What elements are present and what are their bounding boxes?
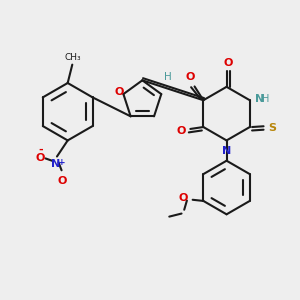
Text: O: O <box>224 58 233 68</box>
Text: O: O <box>114 87 124 97</box>
Text: O: O <box>176 126 186 136</box>
Text: +: + <box>58 158 65 167</box>
Text: O: O <box>178 193 188 203</box>
Text: N: N <box>222 146 231 156</box>
Text: O: O <box>36 153 45 163</box>
Text: N: N <box>51 159 60 169</box>
Text: CH₃: CH₃ <box>64 52 81 62</box>
Text: O: O <box>57 176 67 186</box>
Text: H: H <box>164 72 171 82</box>
Text: -: - <box>38 145 43 155</box>
Text: S: S <box>268 123 276 133</box>
Text: O: O <box>186 72 195 82</box>
Text: H: H <box>262 94 269 104</box>
Text: N: N <box>255 94 264 104</box>
